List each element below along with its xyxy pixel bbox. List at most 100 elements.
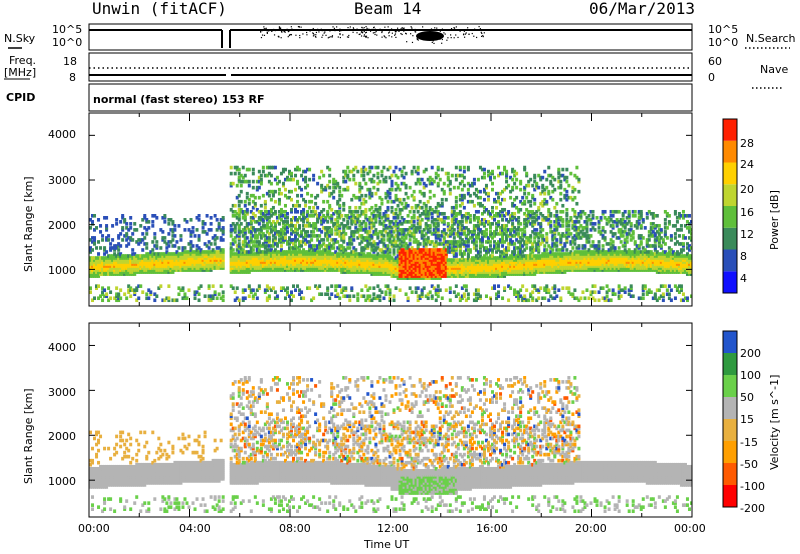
noise-dot [260, 36, 263, 39]
power-cell [497, 199, 501, 204]
power-cell [290, 290, 293, 294]
power-cell [424, 216, 428, 220]
power-cell [187, 250, 191, 254]
power-cell [117, 264, 121, 268]
power-cell [251, 218, 255, 222]
power-cell [189, 256, 193, 260]
noise-dot [306, 34, 308, 36]
power-cell [273, 199, 277, 204]
power-cell [201, 230, 205, 234]
power-cell [241, 290, 245, 294]
power-cell [392, 169, 396, 174]
power-cell [430, 284, 434, 288]
power-cell [115, 254, 119, 258]
power-cell [197, 250, 201, 254]
power-cell [495, 264, 499, 268]
power-cell [137, 266, 141, 270]
power-cell [127, 272, 131, 276]
power-cell [187, 260, 191, 264]
power-cell [442, 211, 446, 216]
power-cell [255, 260, 259, 264]
power-cell [507, 258, 511, 262]
power-cell [376, 252, 380, 256]
power-cell [283, 288, 287, 292]
power-cell [231, 268, 235, 272]
power-cell [358, 205, 362, 210]
power-cell [497, 268, 501, 272]
power-cell [388, 272, 392, 276]
power-cell [310, 246, 314, 250]
power-cell [308, 248, 312, 252]
power-cell [488, 224, 492, 228]
power-cell [219, 296, 223, 301]
power-cell [147, 266, 151, 270]
power-cell [300, 193, 304, 198]
power-cell [318, 214, 322, 218]
power-cell [416, 171, 420, 176]
power-cell [382, 264, 386, 268]
power-cell [434, 234, 438, 238]
power-cell [207, 296, 211, 301]
power-cell [384, 218, 388, 222]
power-cell [281, 238, 285, 242]
power-cell [491, 254, 494, 258]
power-cell [159, 228, 163, 232]
power-cell [368, 294, 372, 299]
power-cell [372, 173, 376, 178]
power-cell [495, 270, 499, 274]
power-cell [312, 224, 316, 228]
power-cell [183, 260, 187, 264]
power-cell [436, 266, 440, 270]
power-cell [416, 270, 420, 274]
power-cell [217, 252, 221, 256]
power-cell [219, 252, 223, 256]
power-cell [308, 214, 312, 218]
power-cell [235, 268, 239, 272]
power-cell [271, 250, 275, 254]
power-cell [344, 266, 348, 270]
power-cell [243, 179, 247, 184]
power-cell [342, 260, 346, 264]
power-cell [495, 205, 499, 210]
power-cell [482, 256, 486, 260]
power-cell [324, 185, 328, 190]
noise-dot [271, 29, 273, 32]
nsearch-label: N.Search [746, 32, 796, 45]
power-cell [495, 272, 499, 276]
power-cell [273, 248, 277, 252]
power-cell [374, 262, 378, 266]
power-cell [155, 252, 159, 256]
power-cell [342, 270, 346, 274]
power-cell [446, 260, 450, 264]
power-cell [412, 165, 416, 170]
power-cell [263, 199, 267, 204]
power-cell [396, 226, 400, 230]
power-cell [245, 191, 249, 196]
power-cell [123, 270, 127, 274]
power-cell [344, 268, 348, 272]
power-cell [195, 268, 199, 272]
power-cell [336, 254, 340, 258]
power-cell [302, 216, 306, 220]
power-cell [133, 266, 137, 270]
power-cell [328, 262, 332, 266]
power-cell [482, 268, 486, 272]
power-cell [342, 201, 346, 206]
power-cell [410, 171, 414, 176]
power-cell [342, 234, 346, 238]
power-cell [344, 286, 348, 290]
power-cell [434, 276, 438, 280]
power-cell [434, 264, 438, 268]
power-cell [352, 230, 356, 234]
power-cell [316, 250, 320, 254]
power-cell [91, 248, 95, 252]
power-cell [320, 209, 324, 214]
power-cell [382, 270, 386, 274]
power-cell [93, 296, 97, 301]
power-cell [235, 266, 239, 270]
power-cell [412, 262, 416, 266]
power-cell [241, 228, 245, 232]
power-cell [362, 197, 366, 202]
power-cell [384, 268, 388, 272]
power-cell [418, 181, 422, 186]
